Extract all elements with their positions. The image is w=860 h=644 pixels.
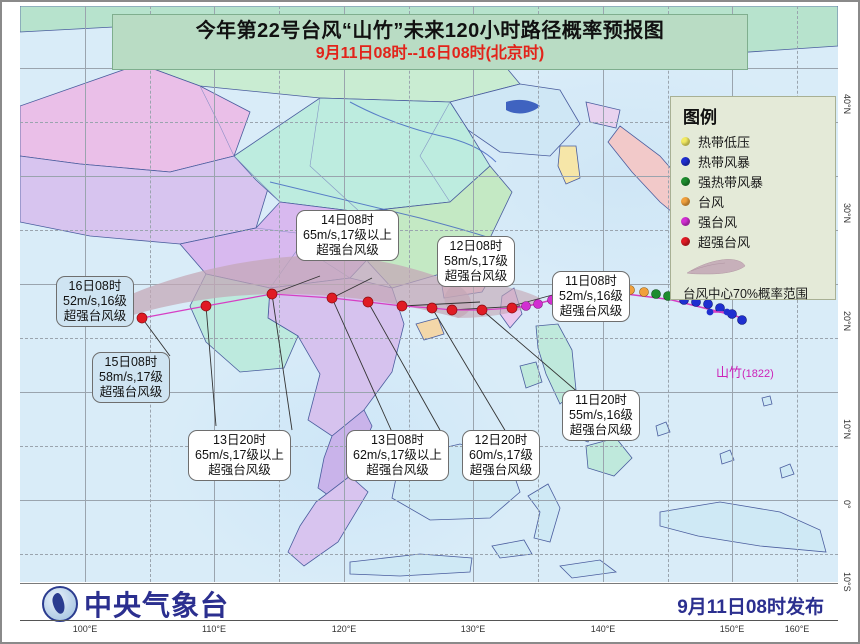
forecast-track-points [136,288,518,324]
page-subtitle: 9月11日08时--16日08时(北京时) [315,45,545,63]
legend-dot-icon [681,236,690,246]
callout-wind: 60m/s,17级 [469,447,533,462]
legend-dot-icon [681,156,690,166]
lon-tick-label: 110°E [202,624,226,634]
storm-name-text: 山竹 [716,365,743,380]
callout-wind: 58m/s,17级 [444,253,508,268]
callout-wind: 65m/s,17级以上 [303,227,392,242]
callout-grade: 超强台风级 [316,242,379,257]
callout-grade: 超强台风级 [208,462,271,477]
legend-cone-icon [686,259,746,275]
callout-grade: 超强台风级 [569,422,633,437]
callout-grade: 超强台风级 [559,303,623,318]
callout-wind: 65m/s,17级以上 [195,447,284,462]
lon-tick-label: 140°E [590,624,616,634]
callout-11th-0800[interactable]: 11日08时 52m/s,16级 超强台风级 [552,271,630,323]
callout-time: 13日20时 [213,433,266,447]
legend-item-label: 强台风 [698,214,738,230]
lat-tick-label: 10°S [842,572,852,592]
legend-item-label: 热带风暴 [698,154,751,170]
legend-item-severe-tropical-storm: 强热带风暴 [681,171,827,191]
lon-tick-label: 120°E [331,624,357,634]
callout-12th-2000[interactable]: 12日20时 60m/s,17级 超强台风级 [462,430,540,482]
legend-cone-label: 台风中心70%概率范围 [683,287,809,301]
legend-item-label: 热带低压 [698,134,751,150]
callout-grade: 超强台风级 [469,462,533,477]
agency-logo: 中央气象台 [42,584,229,624]
legend-dot-icon [681,196,690,206]
callout-grade: 超强台风级 [63,308,127,323]
callout-15th-0800[interactable]: 15日08时 58m/s,17级 超强台风级 [92,352,170,404]
legend-item-label: 强热带风暴 [698,174,764,190]
storm-name-label: 山竹(1822) [716,362,774,381]
callout-11th-2000[interactable]: 11日20时 55m/s,16级 超强台风级 [562,390,640,442]
map-title-box: 今年第22号台风“山竹”未来120小时路径概率预报图 9月11日08时--16日… [112,14,748,70]
lon-tick-label: 130°E [460,624,486,634]
callout-time: 11日20时 [575,393,627,407]
lat-tick-label: 40°N [842,94,852,115]
lat-tick-label: 10°N [842,419,852,440]
legend-dot-icon [681,136,690,146]
legend-item-label: 台风 [698,194,725,210]
callout-12th-0800[interactable]: 12日08时 58m/s,17级 超强台风级 [437,236,515,288]
legend-dot-icon [681,216,690,226]
legend-panel: 图例 热带低压 热带风暴 强热带风暴 台风 强台风 超强台风 台 [670,96,836,301]
lat-tick-label: 0° [842,500,852,509]
callout-time: 12日08时 [449,239,503,253]
callout-grade: 超强台风级 [444,268,508,283]
lon-tick-label: 100°E [72,624,98,634]
callout-wind: 55m/s,16级 [569,407,633,422]
agency-name: 中央气象台 [84,589,230,622]
lon-tick-label: 160°E [784,624,810,634]
bottom-divider-top [20,583,838,584]
callout-time: 15日08时 [104,355,158,369]
footer-bar: 中央气象台 9月11日08时发布 [20,582,838,622]
legend-item-tropical-depression: 热带低压 [681,131,827,151]
callout-16th-0800[interactable]: 16日08时 52m/s,16级 超强台风级 [56,276,134,328]
callout-grade: 超强台风级 [99,384,163,399]
page-title: 今年第22号台风“山竹”未来120小时路径概率预报图 [195,20,665,43]
storm-number-text: (1822) [742,368,774,380]
lat-tick-label: 20°N [842,311,852,332]
callout-time: 13日08时 [371,433,424,447]
callout-time: 12日20时 [474,433,528,447]
callout-wind: 52m/s,16级 [559,288,623,303]
legend-item-label: 超强台风 [698,234,751,250]
callout-time: 11日08时 [565,274,617,288]
legend-item-typhoon: 台风 [681,191,827,211]
bottom-divider-axis [20,620,838,621]
callout-grade: 超强台风级 [366,462,429,477]
callout-wind: 58m/s,17级 [99,369,163,384]
cma-emblem-icon [42,586,78,622]
legend-item-tropical-storm: 热带风暴 [681,151,827,171]
lon-tick-label: 150°E [719,624,745,634]
callout-wind: 52m/s,16级 [63,293,127,308]
callout-time: 16日08时 [68,279,122,293]
probability-cone [117,255,472,318]
storm-name-marker [706,308,731,316]
legend-dot-icon [681,176,690,186]
legend-item-severe-typhoon: 强台风 [681,211,827,231]
legend-item-super-typhoon: 超强台风 [681,231,827,251]
callout-time: 14日08时 [321,213,374,227]
legend-heading: 图例 [683,108,717,127]
lat-tick-label: 30°N [842,203,852,224]
callout-13th-0800[interactable]: 13日08时 62m/s,17级以上 超强台风级 [346,430,449,482]
release-time: 9月11日08时发布 [677,597,824,618]
callout-wind: 62m/s,17级以上 [353,447,442,462]
forecast-track-line [141,293,513,319]
callout-13th-2000[interactable]: 13日20时 65m/s,17级以上 超强台风级 [188,430,291,482]
callout-14th-0800[interactable]: 14日08时 65m/s,17级以上 超强台风级 [296,210,399,262]
